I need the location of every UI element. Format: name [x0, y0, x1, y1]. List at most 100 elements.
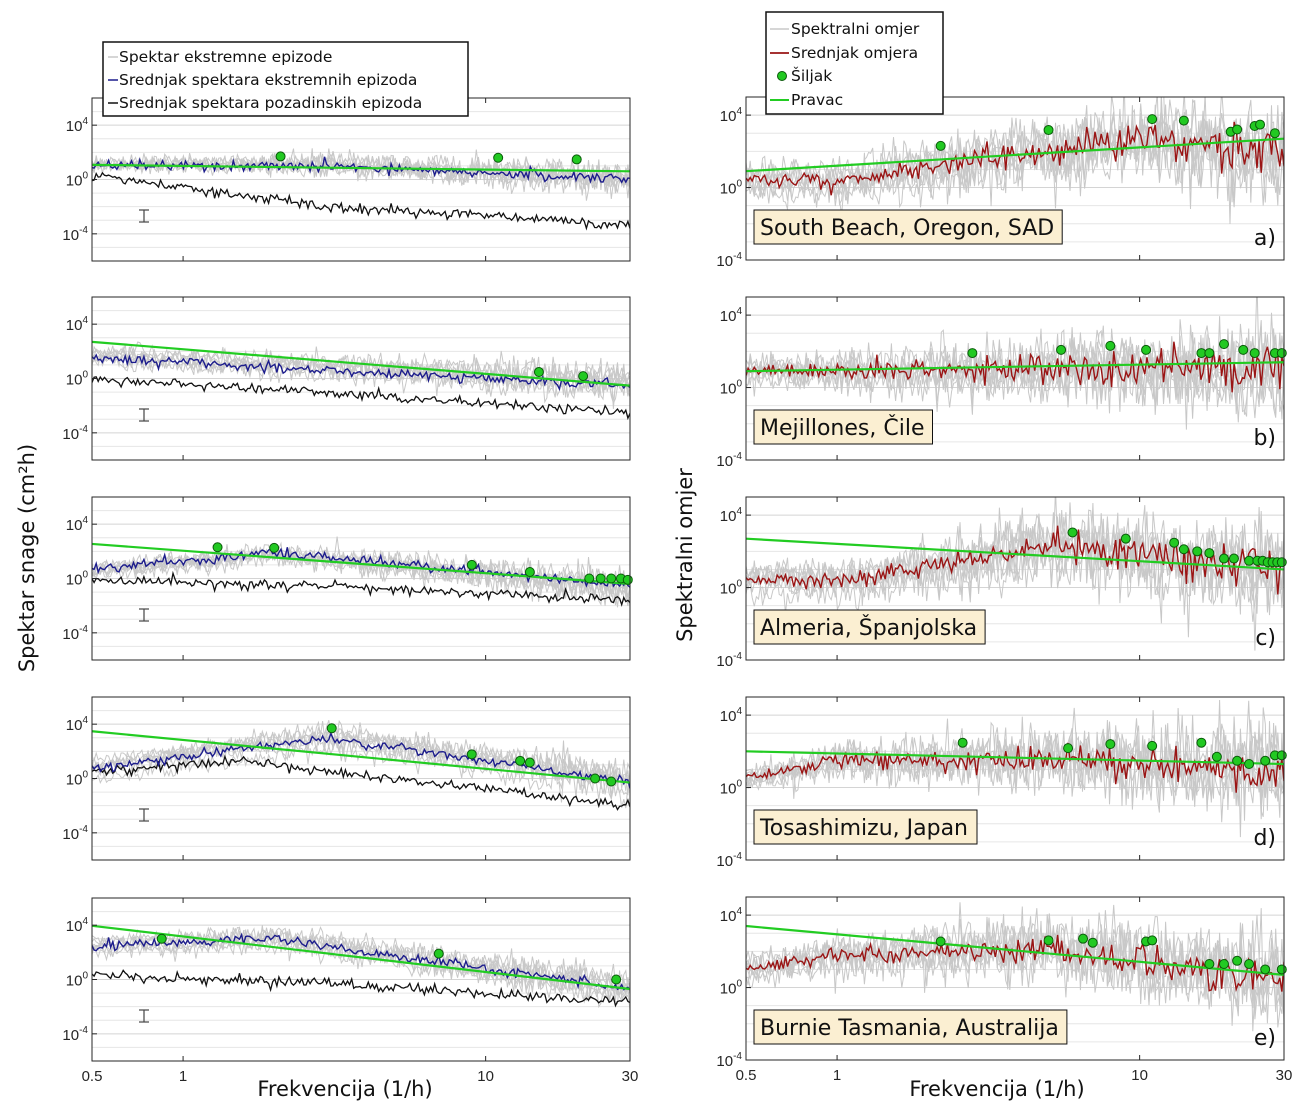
peak-marker [326, 723, 337, 734]
peak-marker [1228, 553, 1239, 564]
location-box-bg [753, 409, 933, 445]
data-layer [746, 497, 1284, 651]
peak-marker [1232, 955, 1243, 966]
plot-frame [745, 296, 1285, 461]
individual-trace [92, 931, 630, 1011]
peak-marker [584, 573, 595, 584]
peak-marker [611, 974, 622, 985]
peak-marker [524, 567, 535, 578]
fit-line [92, 730, 630, 784]
peak-marker [1232, 124, 1243, 135]
peak-marker [1276, 750, 1287, 761]
individual-trace [92, 739, 630, 809]
legend-right-label-ratio-mean: Srednjak omjera [791, 44, 918, 62]
extreme-mean-line [92, 731, 630, 789]
background-mean-line [92, 570, 630, 607]
peak-marker [1276, 348, 1287, 359]
y-tick-label: 104 [66, 916, 89, 935]
peak-marker [935, 140, 946, 151]
y-axis-label-right: Spektralni omjer [673, 468, 697, 642]
y-tick-label: 10-4 [716, 851, 742, 870]
data-layer [746, 297, 1284, 430]
panel-left-3: 104 100 10-4 [62, 496, 633, 661]
peak-marker [1244, 555, 1255, 566]
x-tick-label: 30 [622, 1068, 639, 1085]
panel-letter: b) [1253, 426, 1276, 451]
y-tick-label: 104 [720, 906, 743, 925]
peak-marker [466, 749, 477, 760]
fit-line [92, 542, 630, 586]
peak-marker [269, 542, 280, 553]
peak-marker [1078, 933, 1089, 944]
y-tick-label: 104 [66, 315, 89, 334]
fit-line [92, 163, 630, 173]
peak-marker [1244, 758, 1255, 769]
y-tick-label: 104 [66, 715, 89, 734]
x-axis-label-right: Frekvencija (1/h) [909, 1077, 1084, 1101]
y-tick-label: 10-4 [62, 624, 88, 643]
data-layer [746, 97, 1284, 225]
individual-trace [746, 97, 1284, 195]
legend-right: Spektralni omjer Srednjak omjera Šiljak … [765, 11, 944, 115]
x-tick-label: 0.5 [736, 1067, 757, 1084]
y-tick-label: 100 [66, 770, 89, 789]
legend-right-swatch-peak [777, 71, 787, 81]
x-tick-label: 1 [833, 1067, 841, 1084]
ratio-mean-line [746, 934, 1284, 993]
peak-marker [1269, 128, 1280, 139]
panel-left-1: 104 100 10-4 [62, 97, 631, 262]
data-layer [92, 148, 630, 231]
peak-marker [275, 151, 286, 162]
peak-marker [1178, 544, 1189, 555]
plot-frame [745, 696, 1285, 861]
peak-marker [212, 542, 223, 553]
individual-trace [746, 512, 1284, 638]
peak-marker [1063, 743, 1074, 754]
peak-marker [1218, 958, 1229, 969]
location-label: Burnie Tasmania, Australija [760, 1016, 1059, 1041]
y-tick-label: 10-4 [716, 651, 742, 670]
y-tick-label: 10-4 [62, 225, 88, 244]
peak-marker [967, 348, 978, 359]
peak-marker [1043, 935, 1054, 946]
peak-marker [1196, 737, 1207, 748]
y-tick-label: 104 [66, 515, 89, 534]
panel-right-a: 104 100 10-4 South Beach, Oregon, SAD a) [716, 96, 1285, 270]
individual-trace [746, 725, 1284, 817]
location-box-bg [753, 209, 1063, 245]
peak-marker [622, 574, 633, 585]
y-tick-label: 104 [720, 306, 743, 325]
location-label: South Beach, Oregon, SAD [760, 216, 1054, 241]
peak-marker [493, 152, 504, 163]
legend-left-label-individual: Spektar ekstremne epizode [119, 48, 332, 66]
peak-marker [1260, 964, 1271, 975]
peak-marker [1056, 344, 1067, 355]
y-tick-label: 10-4 [62, 1025, 88, 1044]
data-layer [746, 699, 1284, 838]
peak-marker [1141, 344, 1152, 355]
individual-trace [92, 935, 630, 1009]
individual-trace [92, 345, 630, 393]
panel-letter: d) [1253, 826, 1276, 851]
y-tick-label: 104 [720, 706, 743, 725]
peak-marker [1244, 958, 1255, 969]
legend-left: Spektar ekstremne epizode Srednjak spekt… [102, 41, 469, 117]
peak-marker [1218, 553, 1229, 564]
peak-marker [533, 367, 544, 378]
y-axis-label-left: Spektar snage (cm²h) [15, 444, 39, 672]
ratio-mean-line [746, 341, 1284, 393]
legend-left-label-extreme-mean: Srednjak spektara ekstremnih epizoda [119, 71, 417, 89]
legend-left-box [102, 41, 469, 117]
peak-marker [606, 573, 617, 584]
legend-right-label-peak: Šiljak [791, 66, 832, 85]
location-box: South Beach, Oregon, SAD [753, 209, 1063, 245]
data-layer [746, 902, 1284, 1032]
y-tick-label: 10-4 [62, 424, 88, 443]
legend-left-label-background-mean: Srednjak spektara pozadinskih epizoda [119, 94, 422, 112]
peak-marker [1067, 527, 1078, 538]
individual-trace [746, 334, 1284, 419]
data-layer [92, 924, 630, 1011]
y-tick-label: 10-4 [716, 451, 742, 470]
individual-trace [746, 320, 1284, 430]
